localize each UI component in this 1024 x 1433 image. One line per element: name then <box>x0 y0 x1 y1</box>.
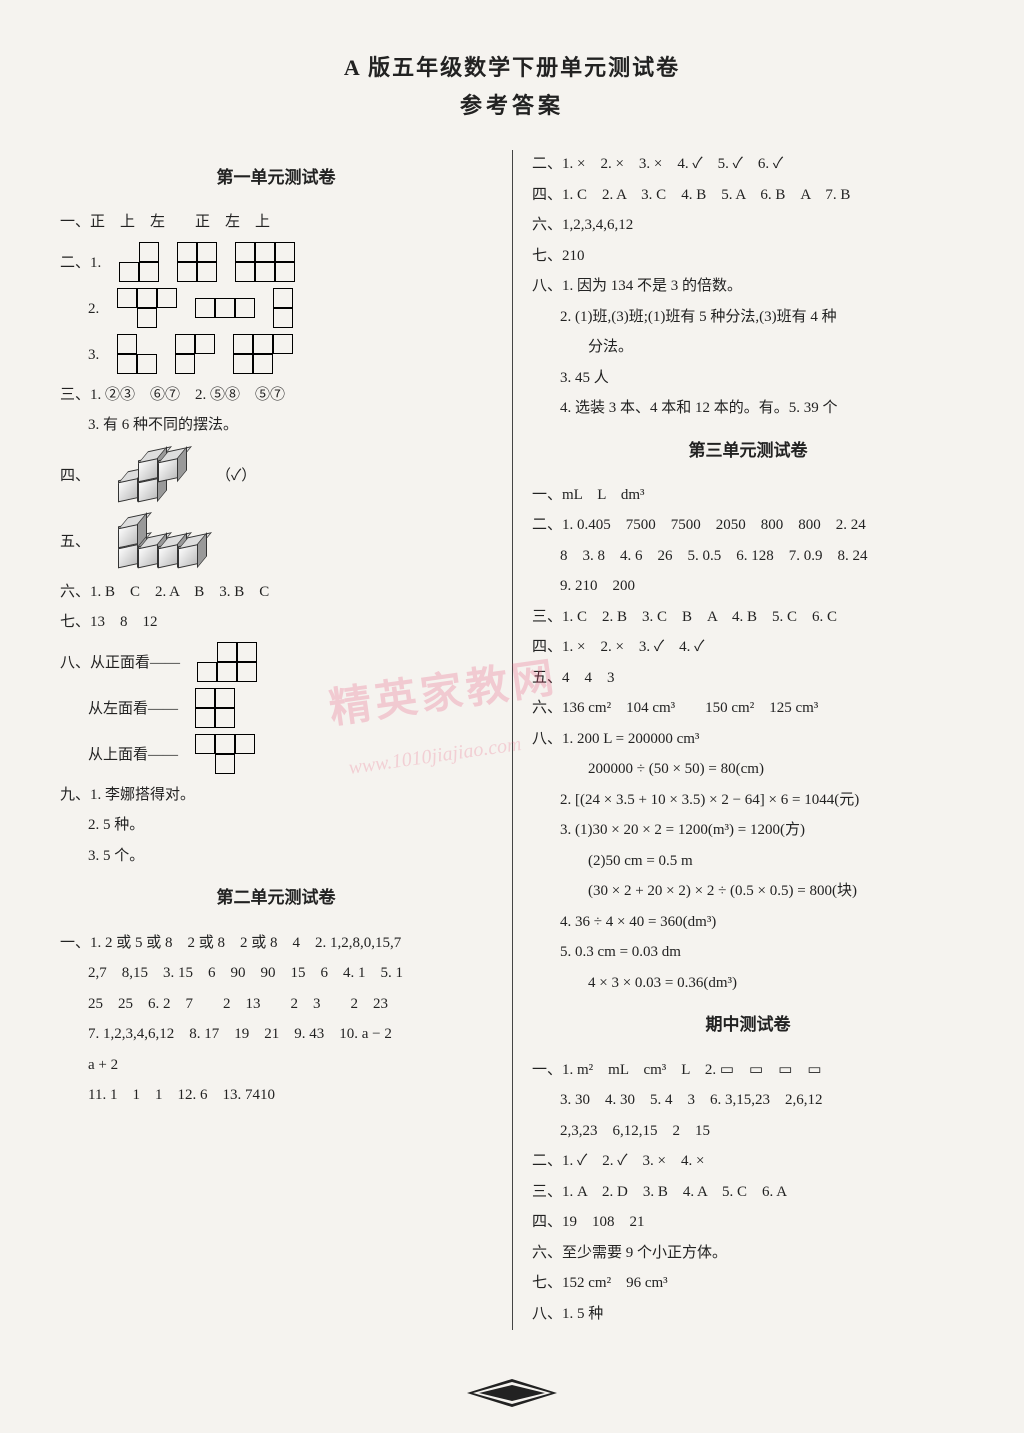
q4-label: 四、 <box>60 462 100 491</box>
grid-shape <box>198 643 258 683</box>
u1-q8b: 从左面看—— <box>60 689 492 729</box>
r2: 四、1. C 2. A 3. C 4. B 5. A 6. B A 7. B <box>532 181 964 210</box>
m2: 二、1. ✓ 2. ✓ 3. × 4. × <box>532 1147 964 1176</box>
u1-q1: 一、正 上 左 正 左 上 <box>60 208 492 237</box>
u1-q2-3: 3. <box>60 335 492 375</box>
u2-1e: a + 2 <box>60 1051 492 1080</box>
u2-1b: 2,7 8,15 3. 15 6 90 90 15 6 4. 1 5. 1 <box>60 959 492 988</box>
u3-3: 三、1. C 2. B 3. C B A 4. B 5. C 6. C <box>532 603 964 632</box>
grid-shape <box>118 335 158 375</box>
grid-shape <box>196 689 236 729</box>
u3-7h: 5. 0.3 cm = 0.03 dm <box>532 938 964 967</box>
u1-q4: 四、 （✓） <box>60 446 492 506</box>
sub-title: 参考答案 <box>60 88 964 120</box>
u3-5: 五、4 4 3 <box>532 664 964 693</box>
column-divider <box>512 150 513 1330</box>
u3-7i: 4 × 3 × 0.03 = 0.36(dm³) <box>532 969 964 998</box>
u1-q6: 六、1. B C 2. A B 3. B C <box>60 578 492 607</box>
q5-label: 五、 <box>60 528 100 557</box>
u3-7c: 2. [(24 × 3.5 + 10 × 3.5) × 2 − 64] × 6 … <box>532 786 964 815</box>
u1-q3b: 3. 有 6 种不同的摆法。 <box>60 411 492 440</box>
grid-shape <box>235 243 295 283</box>
m7: 七、152 cm² 96 cm³ <box>532 1269 964 1298</box>
u3-7e: (2)50 cm = 0.5 m <box>532 847 964 876</box>
u3-2c: 9. 210 200 <box>532 572 964 601</box>
mid-title: 期中测试卷 <box>532 1009 964 1041</box>
m1b: 3. 30 4. 30 5. 4 3 6. 3,15,23 2,6,12 <box>532 1086 964 1115</box>
u3-6: 六、136 cm² 104 cm³ 150 cm² 125 cm³ <box>532 694 964 723</box>
u1-q9a: 九、1. 李娜搭得对。 <box>60 781 492 810</box>
u3-2a: 二、1. 0.405 7500 7500 2050 800 800 2. 24 <box>532 511 964 540</box>
left-column: 第一单元测试卷 一、正 上 左 正 左 上 二、1. 2. 3. 三、1. ②③… <box>60 150 512 1330</box>
u1-q2-2: 2. <box>60 289 492 329</box>
u3-7g: 4. 36 ÷ 4 × 40 = 360(dm³) <box>532 908 964 937</box>
r5c: 分法。 <box>532 333 964 362</box>
grid-shape <box>177 243 217 283</box>
r1: 二、1. × 2. × 3. × 4. ✓ 5. ✓ 6. ✓ <box>532 150 964 179</box>
r5d: 3. 45 人 <box>532 364 964 393</box>
m8: 八、1. 5 种 <box>532 1300 964 1329</box>
r5: 八、1. 因为 134 不是 3 的倍数。 <box>532 272 964 301</box>
grid-shape <box>274 289 294 329</box>
u2-1c: 25 25 6. 2 7 2 13 2 3 2 23 <box>60 990 492 1019</box>
u1-q3a: 三、1. ②③ ⑥⑦ 2. ⑤⑧ ⑤⑦ <box>60 381 492 410</box>
cube-stack-icon <box>118 446 198 506</box>
page-number-diamond-icon <box>467 1377 557 1409</box>
r3: 六、1,2,3,4,6,12 <box>532 211 964 240</box>
r5e: 4. 选装 3 本、4 本和 12 本的。有。5. 39 个 <box>532 394 964 423</box>
r4: 七、210 <box>532 242 964 271</box>
grid-shape <box>234 335 294 375</box>
u2-1d: 7. 1,2,3,4,6,12 8. 17 19 21 9. 43 10. a … <box>60 1020 492 1049</box>
u3-1: 一、mL L dm³ <box>532 481 964 510</box>
u3-4: 四、1. × 2. × 3. ✓ 4. ✓ <box>532 633 964 662</box>
grid-shape <box>118 289 178 329</box>
content-columns: 第一单元测试卷 一、正 上 左 正 左 上 二、1. 2. 3. 三、1. ②③… <box>60 150 964 1330</box>
unit2-title: 第二单元测试卷 <box>60 882 492 914</box>
grid-shape <box>119 243 159 283</box>
u1-q9c: 3. 5 个。 <box>60 842 492 871</box>
u2-1: 一、1. 2 或 5 或 8 2 或 8 2 或 8 4 2. 1,2,8,0,… <box>60 929 492 958</box>
q2-3-label: 3. <box>60 341 100 370</box>
m6: 六、至少需要 9 个小正方体。 <box>532 1239 964 1268</box>
grid-shape <box>196 735 256 775</box>
grid-shape <box>176 335 216 375</box>
u3-7b: 200000 ÷ (50 × 50) = 80(cm) <box>532 755 964 784</box>
u3-7a: 八、1. 200 L = 200000 cm³ <box>532 725 964 754</box>
q8c-label: 从上面看—— <box>88 741 178 770</box>
u3-2b: 8 3. 8 4. 6 26 5. 0.5 6. 128 7. 0.9 8. 2… <box>532 542 964 571</box>
unit1-title: 第一单元测试卷 <box>60 162 492 194</box>
u1-q9b: 2. 5 种。 <box>60 811 492 840</box>
u1-q2-1: 二、1. <box>60 243 492 283</box>
u2-1f: 11. 1 1 1 12. 6 13. 7410 <box>60 1081 492 1110</box>
r5b: 2. (1)班,(3)班;(1)班有 5 种分法,(3)班有 4 种 <box>532 303 964 332</box>
m1c: 2,3,23 6,12,15 2 15 <box>532 1117 964 1146</box>
m3: 三、1. A 2. D 3. B 4. A 5. C 6. A <box>532 1178 964 1207</box>
u1-q8c: 从上面看—— <box>60 735 492 775</box>
u3-7d: 3. (1)30 × 20 × 2 = 1200(m³) = 1200(方) <box>532 816 964 845</box>
unit3-title: 第三单元测试卷 <box>532 435 964 467</box>
u1-q5: 五、 <box>60 512 492 572</box>
u1-q8a: 八、从正面看—— <box>60 643 492 683</box>
grid-shape <box>196 299 256 319</box>
right-column: 二、1. × 2. × 3. × 4. ✓ 5. ✓ 6. ✓ 四、1. C 2… <box>512 150 964 1330</box>
main-title: A 版五年级数学下册单元测试卷 <box>60 50 964 82</box>
m4: 四、19 108 21 <box>532 1208 964 1237</box>
q2-2-label: 2. <box>60 295 100 324</box>
m1: 一、1. m² mL cm³ L 2. ▭ ▭ ▭ ▭ <box>532 1056 964 1085</box>
q2-label: 二、1. <box>60 249 101 278</box>
q8b-label: 从左面看—— <box>88 695 178 724</box>
u3-7f: (30 × 2 + 20 × 2) × 2 ÷ (0.5 × 0.5) = 80… <box>532 877 964 906</box>
u1-q7: 七、13 8 12 <box>60 608 492 637</box>
q8a-label: 八、从正面看—— <box>60 649 180 678</box>
title-block: A 版五年级数学下册单元测试卷 参考答案 <box>60 50 964 120</box>
cube-stack-icon <box>118 512 218 572</box>
q4-check: （✓） <box>216 462 256 491</box>
